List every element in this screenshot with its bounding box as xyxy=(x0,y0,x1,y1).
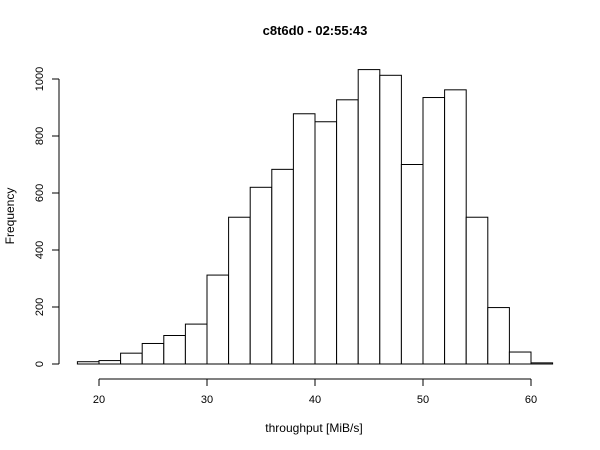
histogram-bar xyxy=(249,186,273,365)
histogram-bar xyxy=(206,274,230,365)
histogram-bar xyxy=(379,74,402,365)
x-axis: 20 30 40 50 60 xyxy=(93,378,537,406)
histogram-bar xyxy=(163,335,186,365)
histogram-bar xyxy=(141,342,165,365)
histogram-bar xyxy=(465,216,489,365)
histogram-bar xyxy=(184,323,208,365)
histogram-bar xyxy=(314,121,338,365)
x-tick-label: 50 xyxy=(417,394,429,406)
histogram-bar xyxy=(76,361,100,365)
histogram-bar xyxy=(292,113,316,365)
x-tick-label: 30 xyxy=(201,394,213,406)
histogram-bar xyxy=(487,307,510,365)
histogram-bar xyxy=(400,164,424,365)
histogram-bar xyxy=(530,362,554,365)
x-axis-label: throughput [MiB/s] xyxy=(265,421,362,435)
histogram-bar xyxy=(508,351,532,365)
histogram-bar xyxy=(444,89,467,365)
y-tick-label: 800 xyxy=(34,127,46,145)
histogram-bars xyxy=(76,69,554,365)
histogram-bar xyxy=(120,352,143,365)
y-axis-label: Frequency xyxy=(3,188,17,245)
histogram-bar xyxy=(357,69,381,365)
histogram-bar xyxy=(271,168,294,365)
x-tick-label: 60 xyxy=(525,394,537,406)
x-tick-label: 40 xyxy=(309,394,321,406)
y-tick-label: 0 xyxy=(34,361,46,367)
histogram-bar xyxy=(422,97,446,365)
y-tick-label: 400 xyxy=(34,241,46,259)
histogram-bar xyxy=(98,360,122,365)
histogram-bar xyxy=(336,99,359,365)
y-axis: 0 200 400 600 800 1000 xyxy=(34,67,60,367)
y-tick-label: 1000 xyxy=(34,67,46,91)
chart-title: c8t6d0 - 02:55:43 xyxy=(263,23,368,38)
y-tick-label: 200 xyxy=(34,298,46,316)
histogram-bar xyxy=(228,216,251,365)
y-tick-label: 600 xyxy=(34,184,46,202)
x-tick-label: 20 xyxy=(93,394,105,406)
